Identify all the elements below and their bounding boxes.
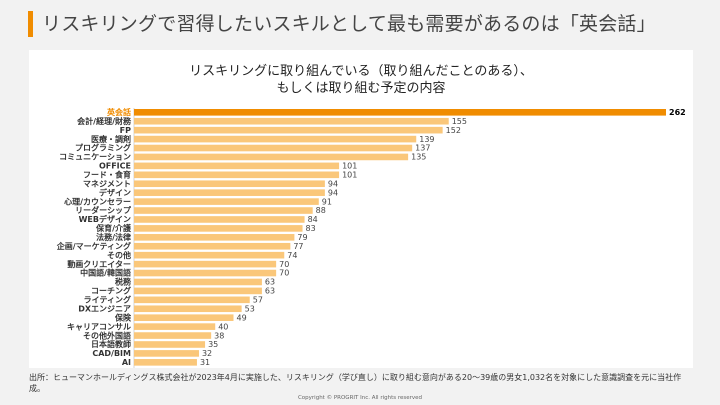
slide-title: リスキリングで習得したいスキルとして最も需要があるのは「英会話」 (42, 13, 656, 35)
chart-title-line-1: リスキリングに取り組んでいる（取り組んだことのある）、 (189, 64, 533, 79)
data-label: 84 (308, 215, 318, 224)
data-label: 49 (236, 313, 246, 322)
source-note: 出所：ヒューマンホールディングス株式会社が2023年4月に実施した、リスキリング… (29, 373, 682, 393)
category-label: コーチング (91, 286, 131, 296)
copyright-footer: Copyright © PROGRIT Inc. All rights rese… (297, 395, 423, 401)
data-label: 70 (279, 269, 289, 278)
category-label: その他 (107, 250, 131, 260)
bar (134, 305, 242, 313)
bar (134, 135, 417, 143)
data-label: 88 (316, 206, 326, 215)
bar (134, 216, 305, 223)
category-label: 英会話 (106, 107, 131, 117)
category-label: キャリアコンサル (67, 322, 131, 331)
category-label: 中国語/韓国語 (80, 268, 131, 278)
data-label: 38 (214, 331, 224, 340)
category-label: 法務/法律 (96, 232, 131, 242)
bar (134, 225, 303, 232)
bar (134, 198, 319, 205)
data-label: 70 (279, 260, 289, 269)
bar (134, 296, 250, 304)
bar (134, 126, 443, 134)
category-label: 保険 (114, 312, 132, 322)
data-label: 94 (328, 188, 338, 197)
data-label: 83 (306, 224, 316, 233)
bar (134, 314, 234, 321)
bar (134, 234, 295, 241)
category-label: DXエンジニア (78, 304, 131, 313)
category-label: AI (122, 358, 131, 367)
category-label: 心理/カウンセラー (64, 196, 131, 206)
bar (134, 144, 413, 152)
bar (134, 109, 666, 116)
data-label: 91 (322, 197, 332, 206)
bar (134, 260, 277, 268)
data-label: 152 (446, 126, 461, 135)
bar (134, 332, 212, 339)
category-label: 医療・調剤 (91, 134, 131, 144)
bar (134, 359, 197, 366)
data-label: 63 (265, 278, 275, 287)
bar (134, 341, 206, 348)
category-label: フード・食育 (83, 170, 131, 180)
bar (134, 278, 262, 286)
category-label: 保育/介護 (95, 223, 132, 233)
data-label: 101 (342, 171, 357, 180)
bar (134, 162, 340, 170)
category-label: コミュニケーション (59, 153, 131, 162)
category-label: FP (120, 126, 131, 135)
category-label: デザイン (99, 187, 131, 197)
data-label: 40 (218, 322, 228, 331)
bar (134, 180, 325, 188)
data-label: 53 (245, 304, 255, 313)
data-label: 32 (202, 349, 212, 358)
bar-chart: 英会話 262 会計/経理/財務 155 FP 152 医療・調剤 139 プログラミング 137… (56, 107, 686, 368)
category-label: プログラミング (75, 143, 131, 153)
category-label: 日本語教師 (91, 339, 131, 349)
bar (134, 287, 262, 295)
data-label: 31 (200, 358, 210, 367)
category-label: ライティング (84, 295, 131, 305)
category-label: 会計/経理/財務 (77, 116, 132, 126)
data-label: 77 (293, 242, 303, 251)
bar (134, 189, 325, 196)
category-label: 動画クリエイター (67, 259, 131, 269)
category-label: 税務 (115, 277, 132, 287)
category-label: CAD/BIM (92, 349, 131, 358)
data-label: 262 (669, 108, 686, 117)
chart-title: リスキリングに取り組んでいる（取り組んだことのある）、 もしくは取り組む予定の内… (29, 63, 693, 97)
data-label: 94 (328, 179, 338, 188)
category-label: WEBデザイン (79, 214, 131, 224)
data-label: 79 (297, 233, 307, 242)
bar (134, 242, 291, 250)
title-accent-bar (28, 11, 33, 37)
data-label: 139 (419, 135, 434, 144)
bar (134, 153, 409, 161)
bar (134, 171, 340, 179)
chart-title-line-2: もしくは取り組む予定の内容 (276, 81, 446, 96)
bar (134, 350, 199, 357)
category-label: その他外国語 (83, 330, 131, 340)
category-label: マネジメント (83, 178, 131, 188)
data-label: 35 (208, 340, 218, 349)
category-label: 企画/マーケティング (56, 241, 131, 251)
data-label: 155 (452, 117, 467, 126)
data-label: 74 (287, 251, 297, 260)
data-label: 135 (411, 153, 426, 162)
bar (134, 323, 216, 330)
bar (134, 117, 449, 125)
bar (134, 207, 313, 214)
data-label: 63 (265, 287, 275, 296)
bar (134, 269, 277, 277)
category-label: OFFICE (99, 162, 131, 171)
data-label: 137 (415, 144, 430, 153)
bar (134, 251, 285, 259)
data-label: 101 (342, 162, 357, 171)
data-label: 57 (253, 296, 263, 305)
category-label: リーダーシップ (75, 205, 132, 215)
